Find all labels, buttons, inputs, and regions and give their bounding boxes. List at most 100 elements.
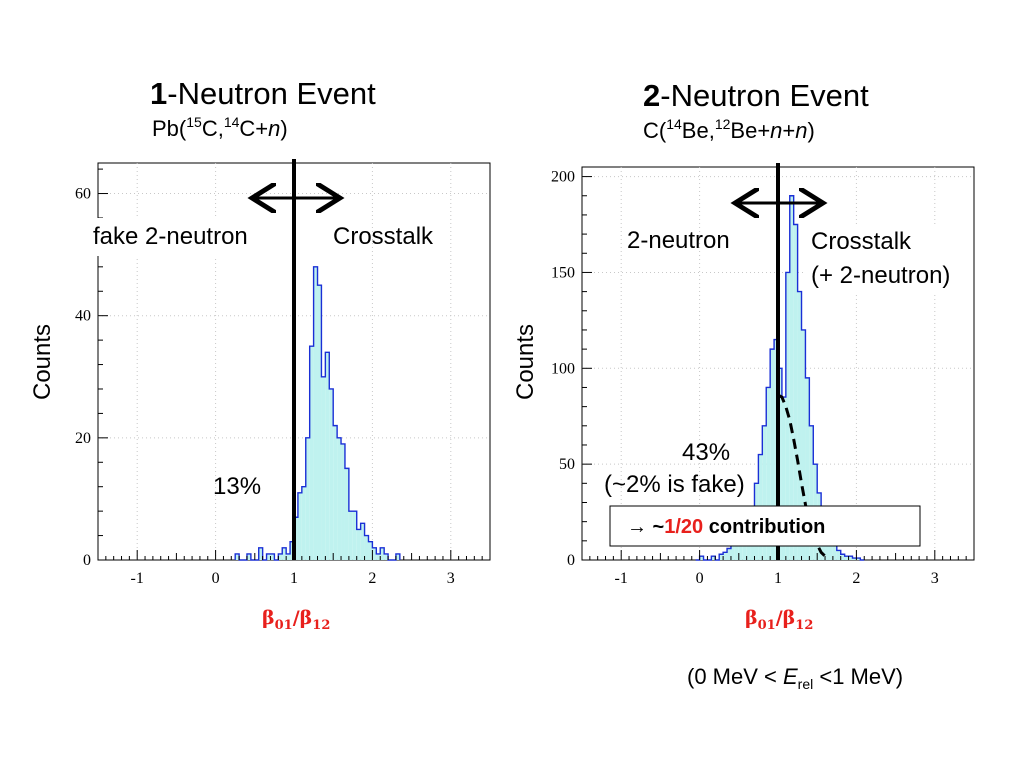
left-tick-labels: -1 0 1 2 3 0 20 40 60 (75, 186, 455, 587)
right-bar-28 (805, 377, 810, 560)
right-label-backdrop (805, 224, 973, 292)
right-bar-36 (836, 550, 841, 560)
right-title-rest: -Neutron Event (660, 78, 869, 113)
left-fake-2neutron-label: fake 2-neutron (93, 223, 248, 250)
left-y-tick-label-2: 40 (75, 308, 91, 325)
right-tick-labels: -1 0 1 2 3 0 50 100 150 200 (551, 169, 939, 587)
right-crosstalk-sub-label: (+ 2-neutron) (811, 262, 950, 289)
contribution-box (609, 505, 921, 547)
left-histogram-outline (234, 266, 401, 561)
right-reaction-mid2: Be+ (730, 118, 770, 143)
right-bar-40 (852, 558, 857, 560)
right-reaction-open: C( (643, 118, 667, 143)
right-percent-label: 43% (682, 439, 730, 466)
right-xlabel-beta1: β (745, 607, 758, 629)
energy-range-var: E (783, 664, 798, 689)
left-bar-19 (309, 346, 314, 560)
left-bar-38 (384, 553, 389, 560)
left-bar-26 (337, 437, 342, 560)
left-xlabel-sub1: 01 (275, 618, 293, 633)
left-percent-label: 13% (213, 473, 261, 500)
right-bar-22 (781, 397, 786, 560)
right-bar-25 (793, 224, 798, 560)
left-reaction-mid2: C+ (239, 116, 268, 141)
right-fake-note: (~2% is fake) (604, 471, 745, 498)
right-bar-8 (727, 548, 731, 560)
left-bar-35 (372, 547, 377, 560)
left-panel-title: 1-Neutron Event (150, 76, 376, 111)
right-y-axis-label: Counts (512, 324, 539, 400)
right-bar-10 (734, 536, 739, 560)
right-bar-7 (723, 552, 728, 560)
left-bar-18 (305, 437, 310, 560)
left-reaction-italic: n (268, 116, 280, 141)
contribution-prefix: → ~ (627, 516, 664, 538)
right-x-tick-label-0: -1 (615, 570, 628, 587)
right-x-tick-label-2: 1 (774, 570, 782, 587)
right-bar-17 (762, 425, 767, 560)
left-bar-12 (282, 547, 287, 560)
right-bar-26 (797, 291, 802, 560)
left-y-tick-label-0: 0 (83, 552, 91, 569)
left-x-tick-label-3: 2 (368, 570, 376, 587)
right-y-tick-label-0: 0 (567, 552, 575, 569)
left-bar-20 (313, 266, 318, 560)
right-2neutron-label: 2-neutron (627, 227, 730, 254)
left-label-backdrop (88, 218, 280, 256)
left-xlabel-beta1: β (262, 607, 275, 629)
left-reaction-close: ) (280, 116, 287, 141)
left-y-tick-label-1: 20 (75, 430, 91, 447)
right-x-axis-label: β01/β12 (745, 607, 813, 633)
right-bar-39 (848, 556, 853, 560)
left-bar-22 (321, 376, 326, 560)
left-title-rest: -Neutron Event (167, 76, 376, 111)
energy-range-label: (0 MeV < Erel <1 MeV) (687, 664, 903, 692)
left-reaction-mid1: C, (202, 116, 224, 141)
right-x-tick-label-1: 0 (696, 570, 704, 587)
left-reaction-open: Pb( (152, 116, 187, 141)
left-bar-37 (380, 547, 385, 560)
left-bar-8 (266, 553, 271, 560)
left-x-tick-label-0: -1 (131, 570, 144, 587)
energy-range-prefix: (0 MeV < (687, 664, 783, 689)
right-xlabel-slash: / (776, 607, 783, 629)
right-reaction-italic1: n (770, 118, 782, 143)
left-histogram-chart: -1 0 1 2 3 0 20 40 60 (75, 159, 491, 587)
left-title-number: 1 (150, 76, 167, 111)
right-bar-29 (809, 425, 814, 560)
left-bar-11 (278, 553, 283, 560)
right-reaction-close: ) (808, 118, 815, 143)
left-ticks (97, 168, 491, 561)
left-bar-41 (395, 553, 400, 560)
right-reaction-mid1: Be, (682, 118, 715, 143)
right-bar-4 (711, 556, 716, 560)
left-bar-34 (368, 541, 373, 560)
right-xlabel-sub1: 01 (758, 618, 776, 633)
right-reaction-label: C(14Be,12Be+n+n) (643, 116, 815, 143)
left-x-axis-label: β01/β12 (262, 607, 330, 633)
right-xlabel-sub2: 12 (795, 618, 813, 633)
right-bar-19 (770, 349, 775, 560)
left-bar-6 (258, 547, 263, 560)
left-bar-33 (364, 535, 369, 560)
left-reaction-sup1: 15 (186, 114, 202, 130)
right-bar-11 (738, 533, 743, 560)
left-bar-0 (235, 553, 240, 560)
left-xlabel-beta2: β (300, 607, 313, 629)
right-bar-24 (789, 195, 794, 560)
left-bar-36 (376, 553, 381, 560)
right-y-tick-label-4: 200 (551, 169, 575, 186)
left-bar-29 (348, 511, 353, 560)
left-bar-24 (329, 388, 334, 560)
right-reaction-italic2: n (795, 118, 807, 143)
right-bar-34 (828, 536, 833, 560)
right-panel-title: 2-Neutron Event (643, 78, 869, 113)
right-bar-9 (730, 544, 735, 560)
right-bar-41 (856, 558, 861, 560)
left-x-tick-label-4: 3 (447, 570, 455, 587)
left-bar-28 (344, 468, 349, 560)
left-bar-25 (333, 425, 338, 560)
left-bar-3 (246, 553, 251, 560)
right-fit-curve (777, 393, 830, 561)
left-xlabel-sub2: 12 (312, 618, 330, 633)
